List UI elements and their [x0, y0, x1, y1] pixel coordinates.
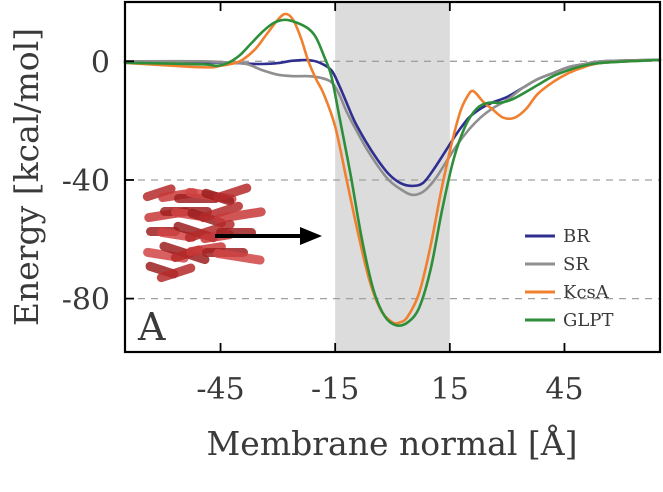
- y-tick-label: 0: [91, 45, 110, 80]
- legend-label-glpt: GLPT: [563, 310, 613, 331]
- x-tick-label: -45: [196, 372, 244, 407]
- panel-label: A: [137, 305, 166, 349]
- series-line-glpt: [123, 18, 662, 327]
- series-line-sr: [123, 58, 662, 197]
- protein-structure-image: [142, 183, 266, 283]
- y-tick-label: -40: [62, 164, 110, 199]
- x-tick-label: 15: [431, 372, 469, 407]
- y-axis-title: Energy [kcal/mol]: [7, 28, 46, 326]
- direction-arrow-head: [300, 227, 322, 245]
- x-axis-title: Membrane normal [Å]: [207, 423, 578, 463]
- x-tick-label: 45: [545, 372, 583, 407]
- x-tick-label: -15: [311, 372, 359, 407]
- series-line-kcsa: [123, 12, 662, 325]
- legend-label-br: BR: [563, 226, 590, 247]
- legend-label-sr: SR: [563, 254, 589, 275]
- plot-frame: [123, 0, 662, 354]
- y-tick-label: -80: [62, 283, 110, 318]
- legend-label-kcsa: KcsA: [563, 282, 610, 303]
